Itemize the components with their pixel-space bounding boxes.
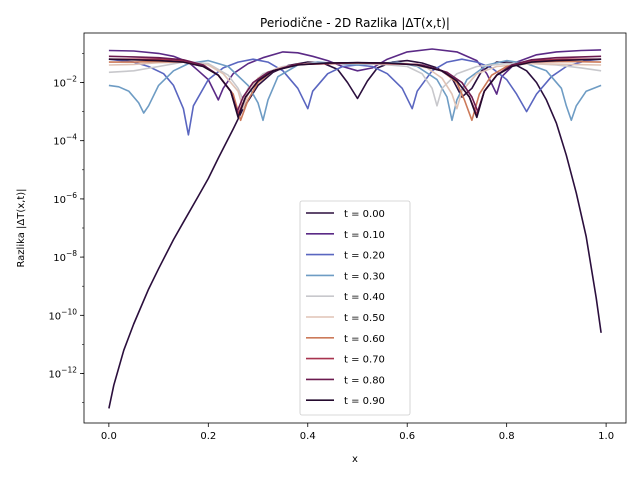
y-tick-label: 10−8 (53, 249, 77, 264)
series-line-9 (108, 58, 602, 119)
legend-entry-label: t = 0.40 (344, 292, 385, 303)
chart-title: Periodične - 2D Razlika |ΔT(x,t)| (260, 16, 450, 30)
y-tick-label: 10−6 (53, 191, 77, 206)
x-tick-label: 0.2 (200, 431, 216, 442)
x-tick-label: 1.0 (598, 431, 614, 442)
x-axis-label: x (352, 454, 358, 465)
x-tick-label: 0.6 (399, 431, 415, 442)
y-tick-label: 10−4 (53, 133, 77, 148)
series-line-0 (108, 59, 602, 409)
legend-entry-label: t = 0.80 (344, 375, 385, 386)
series-line-2 (108, 58, 602, 136)
legend-entry-label: t = 0.10 (344, 230, 385, 241)
x-tick-label: 0.4 (300, 431, 316, 442)
y-tick-label: 10−10 (48, 307, 77, 322)
legend-entry-label: t = 0.20 (344, 251, 385, 262)
y-axis-label: Razlika |ΔT(x,t)| (16, 188, 27, 267)
x-axis-ticks: 0.0 0.2 0.4 0.6 0.8 1.0 (101, 423, 614, 442)
legend-entry-label: t = 0.60 (344, 334, 385, 345)
y-axis-ticks: 10−12 10−10 10−8 10−6 10−4 10−2 (48, 53, 84, 403)
legend-entry-label: t = 0.70 (344, 355, 385, 366)
legend-entry-label: t = 0.50 (344, 313, 385, 324)
series-layer (108, 48, 602, 409)
legend: t = 0.00 t = 0.10 t = 0.20 t = 0.30 t = 0.40… (299, 200, 411, 416)
x-tick-label: 0.0 (101, 431, 117, 442)
y-tick-label: 10−12 (48, 366, 77, 381)
legend-entry-label: t = 0.00 (344, 209, 385, 220)
y-tick-label: 10−2 (53, 74, 77, 89)
legend-entry-label: t = 0.90 (344, 396, 385, 407)
legend-entry-label: t = 0.30 (344, 271, 385, 282)
x-tick-label: 0.8 (499, 431, 515, 442)
